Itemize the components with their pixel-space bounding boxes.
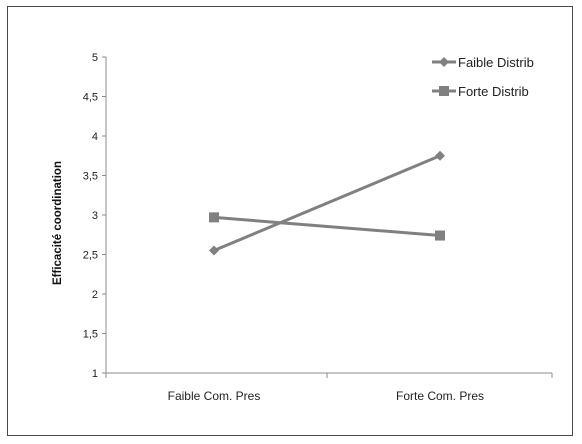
y-tick-label: 4,5 — [83, 92, 98, 104]
square-point — [209, 212, 219, 223]
legend-entry: Forte Distrib — [432, 84, 529, 99]
y-tick-label: 4 — [92, 131, 98, 143]
legend-label: Faible Distrib — [458, 55, 534, 70]
diamond-point — [209, 245, 219, 256]
x-tick-label: Forte Com. Pres — [396, 389, 484, 403]
legend: Faible Distrib Forte Distrib — [432, 55, 534, 99]
y-axis-label: Efficacité coordination — [52, 161, 64, 285]
legend-marker — [439, 57, 449, 67]
series-line — [213, 154, 441, 252]
series-line — [213, 215, 441, 238]
legend-marker — [439, 86, 449, 96]
series-faible-distrib — [209, 150, 445, 256]
chart-frame — [7, 6, 573, 436]
x-axis: Faible Com. Pres Forte Com. Pres — [105, 372, 553, 403]
y-axis: 1 1,5 2 2,5 3 3,5 4 4,5 5 — [83, 52, 107, 380]
y-tick-label: 2,5 — [83, 250, 98, 262]
series-layer — [209, 150, 445, 256]
x-tick-label: Faible Com. Pres — [168, 389, 261, 403]
y-tick-label: 2 — [92, 289, 98, 301]
legend-entry: Faible Distrib — [432, 55, 534, 70]
y-tick-label: 3 — [92, 210, 98, 222]
y-tick-label: 1 — [92, 368, 98, 380]
y-tick-label: 5 — [92, 52, 98, 64]
y-tick-label: 1,5 — [83, 329, 98, 341]
legend-label: Forte Distrib — [458, 84, 529, 99]
diamond-point — [435, 150, 445, 161]
series-forte-distrib — [209, 212, 445, 241]
square-point — [435, 230, 445, 241]
y-tick-label: 3,5 — [83, 171, 98, 183]
